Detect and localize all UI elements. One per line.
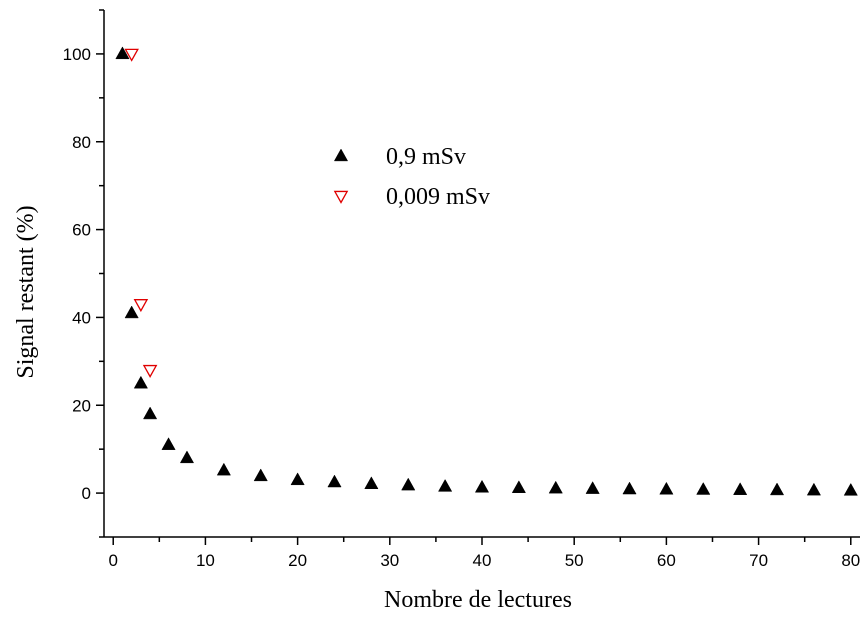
y-tick-label: 40	[72, 308, 91, 327]
data-point-series-1	[769, 482, 785, 496]
y-tick-label: 80	[72, 133, 91, 152]
y-axis-ticks: 0 20 40 60 80 100	[63, 9, 104, 538]
x-axis-ticks: 0 10 20 30 40 50 60 70 80	[108, 537, 860, 570]
data-point-series-2	[133, 299, 149, 313]
legend-marker-series-2	[333, 190, 349, 204]
data-point-series-1	[843, 482, 858, 496]
legend-marker-series-1	[333, 148, 349, 162]
x-axis-title: Nombre de lectures	[384, 587, 572, 613]
data-point-series-1	[364, 476, 379, 490]
data-point-series-1	[327, 474, 342, 488]
x-tick-label: 10	[196, 551, 215, 570]
data-point-series-2	[142, 364, 158, 378]
data-point-series-1	[253, 468, 268, 482]
data-point-series-1	[115, 46, 130, 60]
y-tick-label: 100	[63, 45, 91, 64]
data-point-series-1	[438, 478, 453, 492]
x-tick-label: 70	[749, 551, 768, 570]
data-point-series-1	[124, 305, 139, 319]
legend-label: 0,9 mSv	[386, 144, 466, 170]
data-point-series-1	[733, 482, 748, 495]
x-tick-label: 60	[657, 551, 676, 570]
y-tick-label: 60	[72, 221, 91, 240]
data-point-series-1	[290, 472, 305, 486]
x-tick-label: 50	[565, 551, 584, 570]
data-point-series-1	[143, 406, 158, 420]
data-point-series-1	[585, 481, 600, 494]
x-tick-label: 0	[108, 551, 117, 570]
y-axis-title: Signal restant (%)	[13, 205, 39, 378]
data-point-series-1	[696, 482, 711, 495]
data-point-series-1	[133, 375, 148, 389]
x-tick-label: 40	[473, 551, 492, 570]
data-point-series-1	[179, 450, 195, 464]
legend: 0,9 mSv 0,009 mSv	[333, 144, 490, 210]
x-tick-label: 20	[288, 551, 307, 570]
legend-label: 0,009 mSv	[386, 184, 490, 210]
data-point-series-1	[161, 437, 176, 450]
data-point-series-1	[511, 480, 526, 493]
y-tick-label: 20	[72, 396, 91, 415]
x-tick-label: 30	[380, 551, 399, 570]
data-point-series-1	[622, 481, 637, 495]
axes	[103, 10, 860, 538]
data-point-series-1	[548, 480, 563, 494]
data-point-series-1	[474, 479, 490, 493]
x-tick-label: 80	[841, 551, 860, 570]
data-point-series-2	[124, 48, 139, 62]
data-point-series-1	[659, 481, 674, 495]
data-point-series-1	[806, 482, 821, 496]
data-points	[115, 46, 858, 496]
y-tick-label: 0	[82, 484, 91, 503]
data-point-series-1	[401, 477, 416, 491]
data-point-series-1	[216, 462, 231, 476]
